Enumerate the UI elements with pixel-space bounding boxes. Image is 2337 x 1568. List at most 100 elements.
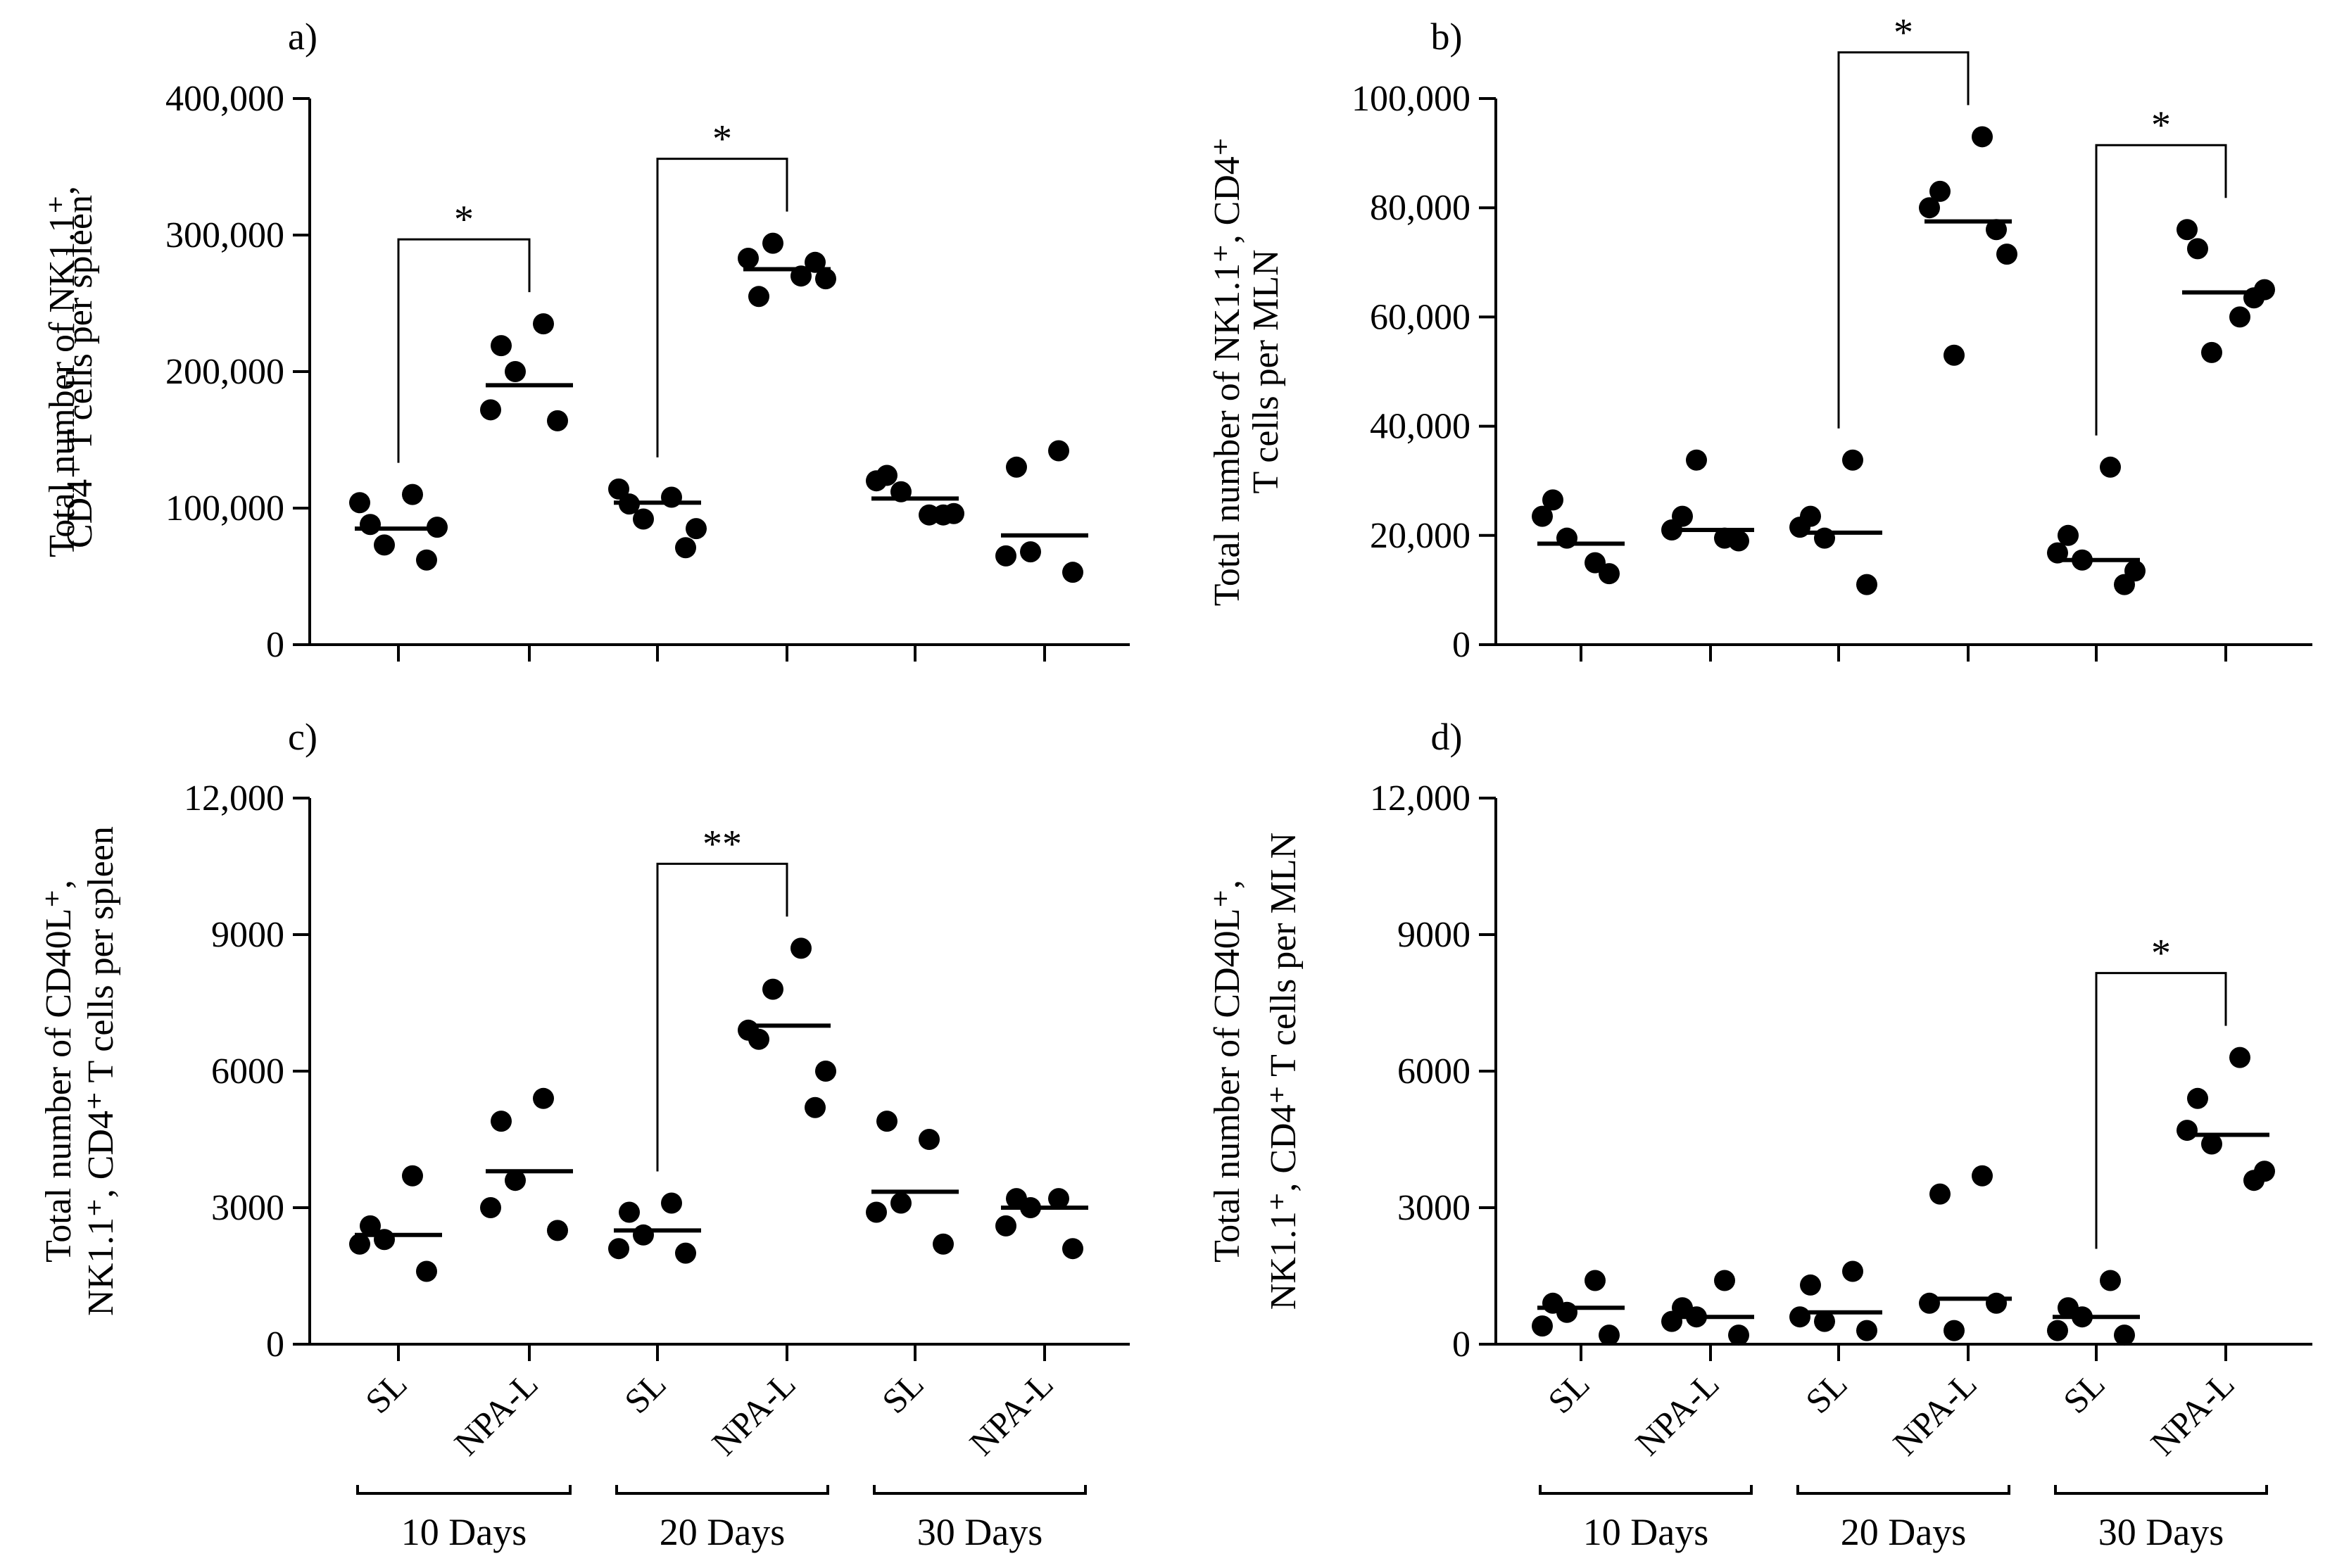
y-axis-label: Total number of NK1.1⁺,CD4⁺ T cells per … <box>42 186 100 557</box>
y-axis-label-line: NK1.1⁺, CD4⁺ T cells per MLN <box>1264 833 1304 1310</box>
data-point <box>866 470 887 492</box>
data-point <box>2201 1133 2222 1155</box>
y-tick-label: 60,000 <box>1370 297 1470 337</box>
significance-label: ** <box>703 822 742 866</box>
y-axis-label-line: Total number of NK1.1⁺, CD4⁺ <box>1207 137 1247 607</box>
category-label: SL <box>2055 1364 2112 1421</box>
data-point <box>633 508 654 530</box>
significance-label: * <box>1894 11 1913 54</box>
data-point <box>1532 1315 1553 1337</box>
data-point <box>815 268 836 290</box>
data-point <box>890 1192 912 1214</box>
y-tick-label: 80,000 <box>1370 188 1470 228</box>
panel-letter: d) <box>1431 716 1463 758</box>
panel-letter: c) <box>288 716 317 758</box>
data-point <box>608 478 629 500</box>
data-point <box>2229 306 2250 328</box>
y-axis-label: Total number of CD40L⁺,NK1.1⁺, CD4⁺ T ce… <box>39 826 121 1316</box>
data-point <box>1728 1324 1749 1346</box>
panel-b: b) 0 20,000 40,000 60,000 80,000 100,000 Total … <box>1207 11 2312 665</box>
data-point <box>866 1201 887 1223</box>
data-point <box>1062 1238 1083 1260</box>
data-point <box>762 232 783 254</box>
data-point <box>1944 1320 1965 1341</box>
group-bracket <box>1539 1485 1753 1495</box>
significance-label: * <box>454 198 474 241</box>
category-label: NPA-L <box>962 1364 1060 1462</box>
data-point <box>815 1061 836 1082</box>
data-point <box>2114 1324 2135 1346</box>
data-point <box>1714 1270 1735 1291</box>
panel-c: c) 0 3000 6000 9000 12,000 Total number of CD4… <box>39 716 1130 1553</box>
data-point <box>1919 1292 1940 1314</box>
significance-bracket <box>2095 972 2227 1249</box>
data-point <box>1599 1324 1620 1346</box>
data-point <box>491 1111 512 1132</box>
data-point <box>943 502 964 524</box>
data-point <box>349 492 370 514</box>
y-axis-label-line: NK1.1⁺, CD4⁺ T cells per spleen <box>81 826 121 1316</box>
data-point <box>1585 1270 1606 1291</box>
data-point <box>1944 344 1965 366</box>
category-label: NPA-L <box>446 1364 545 1462</box>
y-tick-label: 0 <box>266 1324 284 1365</box>
data-point <box>1972 126 1993 148</box>
y-axis-label: Total number of CD40L⁺,NK1.1⁺, CD4⁺ T ce… <box>1207 833 1304 1310</box>
significance-label: * <box>2151 103 2171 147</box>
y-tick-label: 12,000 <box>184 778 284 818</box>
group-bracket <box>356 1485 572 1495</box>
y-axis-label-line: Total number of CD40L⁺, <box>39 880 79 1263</box>
category-label: SL <box>617 1364 674 1421</box>
y-tick-label: 3000 <box>1397 1188 1470 1228</box>
data-point <box>533 313 554 335</box>
data-point <box>416 549 437 571</box>
group-label: 10 Days <box>1583 1511 1708 1553</box>
significance-bracket <box>2095 144 2227 436</box>
data-point <box>738 1019 759 1041</box>
data-point <box>1919 197 1940 219</box>
significance-bracket <box>1837 51 1970 429</box>
data-point <box>748 286 769 308</box>
data-point <box>1006 456 1027 478</box>
data-point <box>1814 1310 1835 1332</box>
data-point <box>2100 1270 2121 1291</box>
data-point <box>2229 1047 2250 1068</box>
data-point <box>2187 238 2208 260</box>
data-point <box>547 1220 568 1241</box>
category-label: SL <box>1540 1364 1597 1421</box>
group-label: 20 Days <box>660 1511 785 1553</box>
y-tick-label: 200,000 <box>165 352 284 392</box>
data-point <box>1532 505 1553 527</box>
data-point <box>2100 456 2121 478</box>
data-point <box>402 1165 423 1187</box>
category-label: NPA-L <box>2143 1364 2241 1462</box>
data-point <box>1972 1165 1993 1187</box>
panel-d: d) 0 3000 6000 9000 12,000 Total number of CD4… <box>1207 716 2312 1553</box>
data-point <box>633 1224 654 1246</box>
data-point <box>2254 1161 2275 1182</box>
data-point <box>1585 552 1606 574</box>
data-point <box>675 1242 696 1264</box>
significance-bracket <box>656 862 788 1172</box>
y-tick-label: 12,000 <box>1370 778 1470 818</box>
data-point <box>995 545 1016 567</box>
data-point <box>2124 560 2146 582</box>
category-label: NPA-L <box>704 1364 802 1462</box>
data-point <box>1048 440 1069 462</box>
significance-label: * <box>712 118 732 161</box>
category-label: NPA-L <box>1885 1364 1984 1462</box>
data-point <box>1986 1292 2007 1314</box>
data-point <box>416 1260 437 1282</box>
data-point <box>1856 1320 1877 1341</box>
data-point <box>1800 1274 1821 1296</box>
data-point <box>402 483 423 505</box>
data-point <box>505 361 526 382</box>
data-point <box>2058 524 2079 546</box>
data-point <box>2047 1320 2068 1341</box>
significance-bracket <box>656 158 788 457</box>
data-point <box>619 1201 640 1223</box>
y-axis-label-line: Total number of NK1.1⁺, <box>42 186 82 557</box>
group-label: 30 Days <box>917 1511 1042 1553</box>
category-label: SL <box>358 1364 415 1421</box>
